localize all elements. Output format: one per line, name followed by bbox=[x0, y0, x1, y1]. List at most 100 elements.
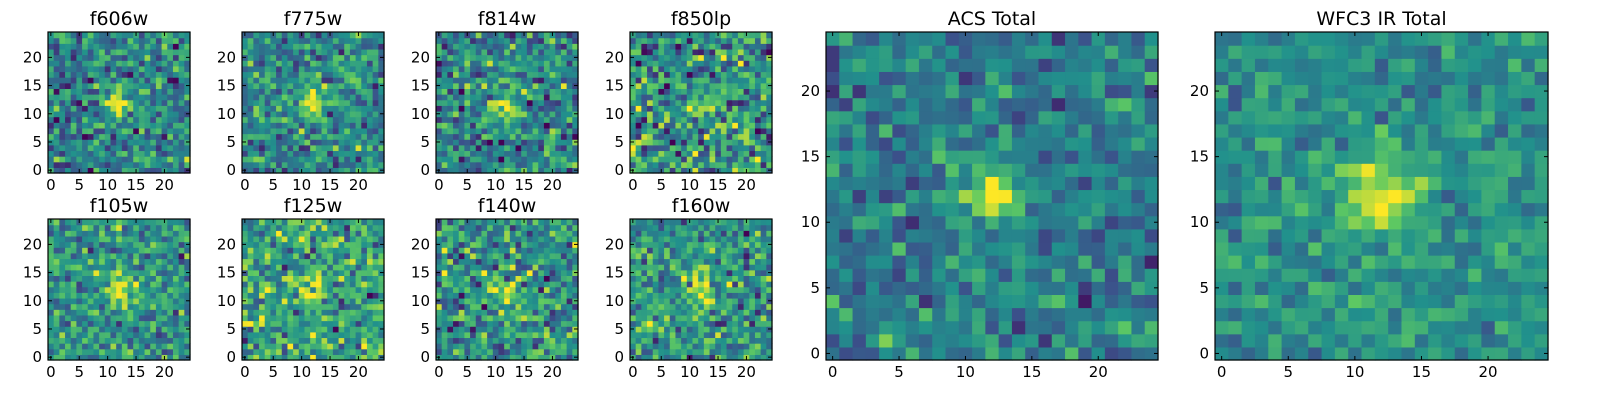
x-tick-label: 5 bbox=[462, 363, 472, 381]
heatmap-cell bbox=[498, 105, 505, 112]
heatmap-cell bbox=[287, 127, 294, 135]
heatmap-cell bbox=[378, 348, 385, 355]
heatmap-cell bbox=[349, 281, 357, 288]
heatmap-cell bbox=[298, 77, 306, 84]
axes-frame bbox=[435, 218, 579, 361]
heatmap-cell bbox=[247, 224, 254, 231]
heatmap-cell bbox=[127, 133, 134, 140]
heatmap-cell bbox=[726, 348, 733, 355]
y-tick-label: 5 bbox=[420, 320, 430, 338]
heatmap-cell bbox=[172, 264, 180, 271]
heatmap-cell bbox=[635, 354, 642, 361]
heatmap-cell bbox=[453, 286, 460, 293]
heatmap-cell bbox=[155, 314, 163, 322]
heatmap-cell bbox=[321, 133, 328, 140]
heatmap-cell bbox=[287, 258, 294, 265]
heatmap-cell bbox=[652, 343, 659, 350]
heatmap-cell bbox=[293, 127, 300, 135]
heatmap-cell bbox=[259, 43, 266, 50]
heatmap-cell bbox=[566, 348, 573, 355]
heatmap-cell bbox=[253, 150, 260, 157]
heatmap-cell bbox=[630, 116, 637, 123]
heatmap-cell bbox=[150, 269, 157, 276]
heatmap-cell bbox=[726, 314, 733, 322]
heatmap-cell bbox=[264, 275, 271, 282]
heatmap-cell bbox=[555, 275, 562, 282]
heatmap-cell bbox=[332, 275, 340, 282]
heatmap-cell bbox=[686, 275, 694, 282]
heatmap-cell bbox=[372, 65, 379, 73]
heatmap-cell bbox=[127, 161, 134, 168]
heatmap-cell bbox=[59, 133, 66, 140]
heatmap-cell bbox=[509, 71, 517, 78]
heatmap-cell bbox=[247, 116, 254, 123]
heatmap-cell bbox=[121, 32, 129, 39]
heatmap-cell bbox=[144, 144, 151, 152]
heatmap-cell bbox=[104, 94, 112, 101]
heatmap-cell bbox=[681, 133, 688, 140]
heatmap-cell bbox=[121, 314, 129, 322]
heatmap-cell bbox=[521, 252, 528, 260]
heatmap-cell bbox=[436, 309, 443, 316]
heatmap-cell bbox=[259, 297, 266, 305]
heatmap-cell bbox=[110, 354, 117, 361]
heatmap-cell bbox=[104, 252, 112, 260]
heatmap-cell bbox=[321, 88, 328, 95]
heatmap-cell bbox=[355, 105, 362, 112]
heatmap-cell bbox=[703, 303, 711, 310]
heatmap-cell bbox=[737, 116, 745, 123]
heatmap-cell bbox=[766, 71, 773, 78]
heatmap-cell bbox=[138, 60, 146, 67]
heatmap-cell bbox=[720, 32, 728, 39]
heatmap-cell bbox=[703, 144, 711, 152]
heatmap-cell bbox=[321, 337, 328, 344]
heatmap-cell bbox=[743, 292, 750, 299]
heatmap-cell bbox=[281, 252, 289, 260]
heatmap-cell bbox=[304, 320, 311, 327]
heatmap-cell bbox=[99, 122, 106, 129]
heatmap-cell bbox=[116, 354, 123, 361]
heatmap-cell bbox=[178, 309, 185, 316]
heatmap-cell bbox=[355, 241, 362, 248]
heatmap-cell bbox=[366, 139, 374, 146]
heatmap-cell bbox=[509, 77, 517, 84]
heatmap-cell bbox=[110, 348, 117, 355]
heatmap-cell bbox=[498, 77, 505, 84]
heatmap-cell bbox=[560, 161, 568, 168]
heatmap-cell bbox=[664, 82, 671, 89]
heatmap-cell bbox=[167, 264, 174, 271]
heatmap-cell bbox=[242, 150, 249, 157]
heatmap-cell bbox=[293, 247, 300, 254]
heatmap-cell bbox=[475, 48, 483, 56]
heatmap-cell bbox=[504, 54, 511, 61]
heatmap-cell bbox=[549, 122, 556, 129]
heatmap-cell bbox=[464, 235, 471, 243]
heatmap-cell bbox=[247, 264, 254, 271]
heatmap-cell bbox=[726, 43, 733, 50]
heatmap-cell bbox=[538, 116, 545, 123]
heatmap-cell bbox=[116, 133, 123, 140]
heatmap-cell bbox=[470, 99, 477, 106]
heatmap-cell bbox=[133, 94, 140, 101]
heatmap-cell bbox=[543, 94, 551, 101]
heatmap-cell bbox=[99, 150, 106, 157]
heatmap-cell bbox=[630, 43, 637, 50]
heatmap-cell bbox=[686, 337, 694, 344]
heatmap-cell bbox=[144, 94, 151, 101]
heatmap-cell bbox=[754, 54, 762, 61]
heatmap-cell bbox=[310, 320, 317, 327]
heatmap-cell bbox=[372, 110, 379, 118]
heatmap-cell bbox=[686, 161, 694, 168]
y-tick-label: 15 bbox=[217, 77, 236, 95]
heatmap-cell bbox=[737, 133, 745, 140]
heatmap-cell bbox=[549, 337, 556, 344]
heatmap-cell bbox=[366, 133, 374, 140]
heatmap-cell bbox=[664, 94, 671, 101]
heatmap-cell bbox=[509, 60, 517, 67]
heatmap-cell bbox=[675, 37, 682, 44]
heatmap-cell bbox=[104, 43, 112, 50]
heatmap-cell bbox=[321, 331, 328, 339]
heatmap-cell bbox=[458, 48, 465, 56]
heatmap-cell bbox=[453, 297, 460, 305]
heatmap-cell bbox=[658, 303, 665, 310]
